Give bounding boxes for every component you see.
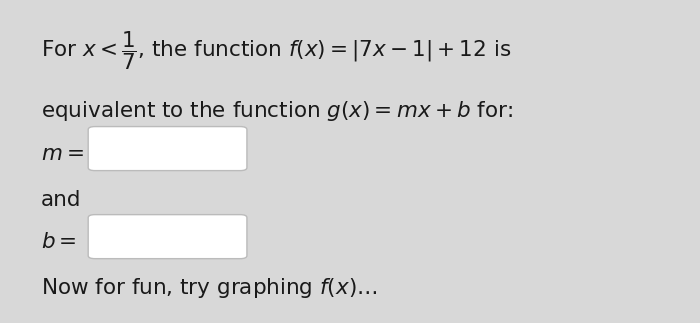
FancyBboxPatch shape: [88, 127, 247, 171]
Text: $b =$: $b =$: [41, 232, 76, 252]
FancyBboxPatch shape: [88, 215, 247, 259]
Text: and: and: [41, 190, 81, 210]
Text: equivalent to the function $g(x) = mx + b$ for:: equivalent to the function $g(x) = mx + …: [41, 99, 513, 123]
Text: For $x < \dfrac{1}{7}$, the function $f(x) = |7x - 1| + 12$ is: For $x < \dfrac{1}{7}$, the function $f(…: [41, 29, 511, 72]
Text: $m =$: $m =$: [41, 144, 84, 164]
Text: Now for fun, try graphing $f(x)\ldots$: Now for fun, try graphing $f(x)\ldots$: [41, 276, 377, 299]
